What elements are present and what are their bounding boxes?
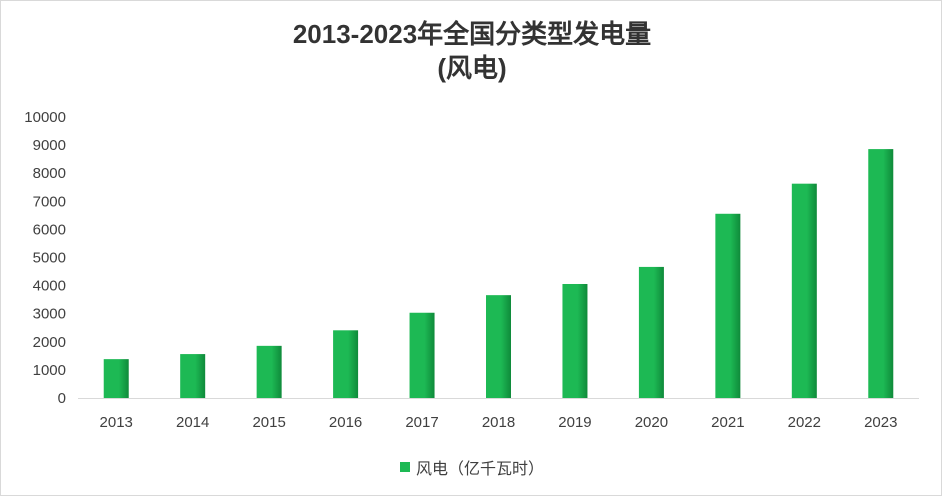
bar-2018 [486, 295, 511, 398]
x-tick-label: 2020 [635, 414, 668, 431]
bar-2016 [333, 330, 359, 398]
x-tick-label: 2014 [176, 414, 209, 431]
y-tick-label: 6000 [33, 221, 66, 238]
x-tick-label: 2023 [864, 414, 897, 431]
legend-swatch [399, 462, 410, 472]
y-tick-label: 8000 [33, 165, 66, 182]
bar-2021 [715, 213, 741, 398]
bar-2020 [638, 266, 664, 398]
chart-title-line-2: (风电) [437, 53, 507, 83]
x-tick-label: 2019 [558, 414, 591, 431]
y-tick-label: 2000 [33, 334, 66, 351]
chart-legend: 风电（亿千瓦时） [1, 455, 941, 479]
y-tick-label: 7000 [33, 193, 66, 210]
y-tick-label: 3000 [33, 306, 66, 323]
x-tick-label: 2015 [252, 414, 285, 431]
x-tick-label: 2013 [100, 414, 133, 431]
bar-2022 [791, 183, 817, 398]
x-tick-label: 2016 [329, 414, 362, 431]
chart-title-line-1: 2013-2023年全国分类型发电量 [292, 19, 652, 49]
bar-2019 [562, 283, 588, 398]
x-tick-label: 2022 [788, 414, 821, 431]
bar-2014 [180, 354, 206, 398]
legend-label: 风电（亿千瓦时） [415, 461, 544, 478]
bar-2013 [103, 359, 129, 398]
x-tick-label: 2017 [405, 414, 438, 431]
chart-title: 2013-2023年全国分类型发电量 (风电) [1, 17, 941, 85]
y-tick-label: 4000 [33, 278, 66, 295]
y-tick-label: 5000 [33, 250, 66, 267]
y-tick-label: 1000 [33, 362, 66, 379]
y-tick-label: 0 [58, 390, 66, 407]
bar-2015 [256, 345, 282, 398]
y-tick-label: 10000 [24, 109, 66, 126]
y-tick-label: 9000 [33, 137, 66, 154]
x-tick-label: 2021 [711, 414, 744, 431]
bar-2023 [868, 149, 894, 398]
bar-2017 [409, 312, 435, 398]
x-tick-label: 2018 [482, 414, 515, 431]
